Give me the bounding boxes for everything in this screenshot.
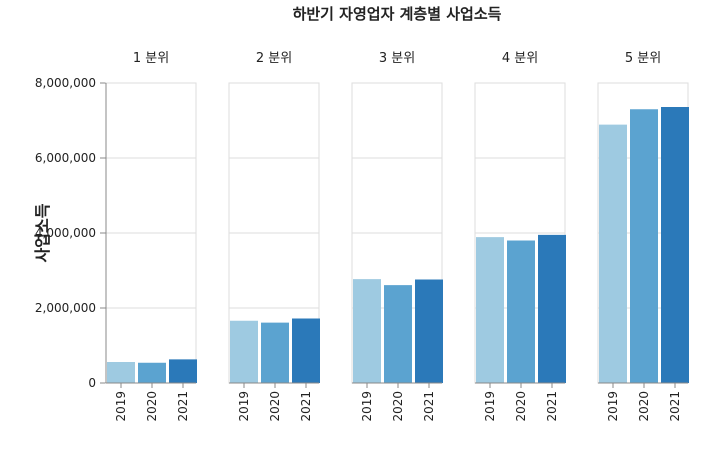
- bar: [507, 240, 535, 383]
- facet-label: 5 분위: [625, 51, 661, 66]
- facet-panel: 4 분위 2019 2020 2021: [474, 51, 566, 422]
- facet-panel: 2 분위 2019 2020 2021: [228, 51, 320, 422]
- x-tick-label: 2021: [668, 391, 682, 422]
- x-tick-label: 2019: [606, 391, 620, 422]
- bar: [599, 124, 627, 383]
- bar: [353, 279, 381, 383]
- bar: [107, 362, 135, 383]
- x-tick-label: 2019: [237, 391, 251, 422]
- facet-panel: 5 분위 2019 2020 2021: [597, 51, 689, 422]
- x-tick-label: 2019: [360, 391, 374, 422]
- x-tick-label: 2019: [114, 391, 128, 422]
- facet-panel: 1 분위 2019 2020 2021: [105, 51, 197, 422]
- y-axis: 0 2,000,000 4,000,000 6,000,000 8,000,000: [35, 76, 106, 390]
- x-tick-label: 2020: [268, 391, 282, 422]
- chart-title: 하반기 자영업자 계층별 사업소득: [293, 5, 502, 23]
- bar: [261, 322, 289, 383]
- x-tick-label: 2021: [299, 391, 313, 422]
- facets: 1 분위 2019 2020 2021 2 분위 2019 2020 2021 3 분위 2019…: [105, 51, 689, 422]
- x-tick-label: 2021: [545, 391, 559, 422]
- y-tick-label: 0: [88, 376, 96, 390]
- bar: [230, 320, 258, 383]
- x-tick-label: 2020: [391, 391, 405, 422]
- x-tick-label: 2020: [514, 391, 528, 422]
- bar: [169, 359, 197, 383]
- facet-panel: 3 분위 2019 2020 2021: [351, 51, 443, 422]
- x-tick-label: 2020: [637, 391, 651, 422]
- y-axis-title: 사업소득: [33, 203, 52, 262]
- x-tick-label: 2019: [483, 391, 497, 422]
- bar: [538, 234, 566, 383]
- bar: [476, 237, 504, 383]
- y-tick-label: 6,000,000: [35, 151, 96, 165]
- facet-label: 4 분위: [502, 51, 538, 66]
- x-tick-label: 2021: [176, 391, 190, 422]
- bar: [292, 318, 320, 383]
- y-tick-label: 4,000,000: [35, 226, 96, 240]
- facet-label: 3 분위: [379, 51, 415, 66]
- bar: [630, 109, 658, 383]
- facet-label: 2 분위: [256, 51, 292, 66]
- bar: [415, 279, 443, 383]
- y-tick-label: 2,000,000: [35, 301, 96, 315]
- bar: [138, 362, 166, 383]
- y-tick-label: 8,000,000: [35, 76, 96, 90]
- x-tick-label: 2020: [145, 391, 159, 422]
- x-tick-label: 2021: [422, 391, 436, 422]
- bar: [384, 285, 412, 383]
- facet-label: 1 분위: [133, 51, 169, 66]
- bar: [661, 107, 689, 383]
